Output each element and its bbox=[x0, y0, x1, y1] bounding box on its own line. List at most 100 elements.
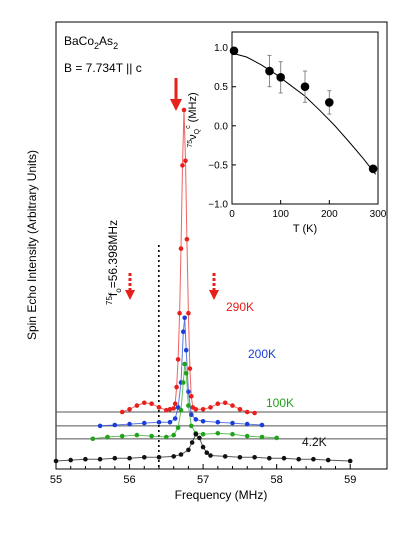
sample-label: BaCo2As2 bbox=[64, 34, 118, 51]
inset-data-point bbox=[300, 82, 310, 91]
data-point bbox=[83, 456, 88, 462]
data-point bbox=[177, 310, 182, 316]
series-290K bbox=[119, 107, 257, 416]
data-point bbox=[112, 422, 118, 428]
main-x-tick-label: 57 bbox=[197, 474, 209, 486]
data-point bbox=[186, 310, 191, 316]
data-point bbox=[149, 401, 154, 407]
data-point bbox=[208, 405, 213, 410]
ref-label-sub: o bbox=[114, 288, 123, 293]
data-point bbox=[222, 400, 228, 406]
data-point bbox=[230, 420, 235, 426]
data-point bbox=[171, 454, 176, 459]
data-point bbox=[230, 431, 235, 437]
data-point bbox=[156, 455, 162, 460]
data-point bbox=[175, 357, 181, 362]
data-point bbox=[164, 434, 169, 440]
data-point bbox=[193, 417, 199, 422]
peak-arrow bbox=[170, 78, 182, 111]
inset-points bbox=[229, 46, 378, 174]
inset-x-axis-label: T (K) bbox=[293, 223, 317, 235]
inset-y-tick-label: 1.0 bbox=[214, 43, 228, 54]
data-point bbox=[186, 447, 191, 453]
data-point bbox=[119, 433, 125, 439]
main-chart: 55 56 57 58 59 BaCo2As2 B = 7.734T || c 75fo… bbox=[25, 21, 388, 502]
inset-chart: 0 100 200 300 1.0 0.5 0.0 −0.5 −1.0 T (K) 75νQc… bbox=[185, 31, 387, 235]
data-point bbox=[68, 457, 73, 463]
inset-x-tick-label: 0 bbox=[229, 209, 235, 220]
inset-x-tick-label: 300 bbox=[370, 209, 387, 220]
data-point bbox=[171, 432, 176, 438]
sample-part-1: BaCo bbox=[64, 34, 94, 48]
data-point bbox=[181, 329, 186, 335]
inset-data-point bbox=[265, 66, 274, 76]
data-point bbox=[127, 421, 132, 427]
data-point bbox=[230, 403, 235, 408]
data-point bbox=[252, 410, 257, 416]
sample-sub-2: 2 bbox=[113, 41, 118, 51]
data-point bbox=[178, 407, 184, 413]
ref-label-sup: 75 bbox=[105, 296, 114, 305]
data-point bbox=[182, 315, 187, 321]
sample-part-2: As bbox=[99, 34, 113, 48]
inset-data-point bbox=[276, 73, 286, 82]
ref-label-rest: =56.398MHz bbox=[106, 220, 120, 288]
data-point bbox=[189, 394, 194, 399]
data-point bbox=[181, 380, 186, 385]
data-point bbox=[186, 389, 191, 395]
data-point bbox=[175, 425, 181, 431]
data-point bbox=[149, 433, 154, 439]
data-point bbox=[181, 107, 187, 113]
data-point bbox=[97, 456, 103, 462]
data-point bbox=[183, 158, 188, 164]
data-point bbox=[178, 452, 184, 457]
data-point bbox=[281, 455, 287, 461]
inset-x-tick-label: 100 bbox=[272, 209, 289, 220]
inset-y-axis-label: 75νQc (MHz) bbox=[185, 92, 201, 147]
inset-x-ticks: 0 100 200 300 bbox=[229, 200, 387, 220]
data-point bbox=[222, 454, 228, 459]
series-label-290K: 290K bbox=[226, 300, 254, 314]
data-point bbox=[244, 433, 250, 439]
main-plot-frame bbox=[55, 21, 388, 470]
data-point bbox=[105, 434, 110, 440]
data-point bbox=[208, 453, 213, 458]
inset-y-tick-label: −0.5 bbox=[208, 160, 228, 171]
satellite-arrow-left bbox=[125, 273, 135, 300]
data-point bbox=[174, 384, 179, 390]
data-point bbox=[171, 406, 176, 411]
main-y-axis-label: Spin Echo Intensity (Arbitrary Units) bbox=[25, 150, 39, 340]
data-point bbox=[311, 456, 316, 462]
data-point bbox=[215, 431, 221, 436]
data-point bbox=[193, 431, 199, 437]
main-x-tick-label: 56 bbox=[123, 474, 135, 486]
data-point bbox=[237, 407, 243, 412]
data-point bbox=[156, 405, 162, 410]
data-point bbox=[347, 458, 353, 464]
inset-ylabel-subsup: c bbox=[185, 125, 192, 129]
data-point bbox=[215, 419, 221, 425]
data-point bbox=[127, 407, 132, 412]
series-4.2K bbox=[53, 431, 353, 464]
data-point bbox=[187, 366, 193, 371]
data-point bbox=[134, 403, 140, 408]
inset-data-point bbox=[325, 98, 334, 107]
data-point bbox=[193, 407, 199, 412]
data-point bbox=[259, 434, 265, 440]
inset-data-point bbox=[229, 46, 239, 56]
data-point bbox=[189, 440, 195, 445]
data-point bbox=[142, 400, 147, 406]
data-point bbox=[296, 456, 302, 462]
data-point bbox=[274, 435, 280, 441]
reference-frequency-label: 75fo=56.398MHz bbox=[105, 220, 123, 305]
inset-y-tick-label: 0.5 bbox=[214, 82, 228, 93]
data-point bbox=[259, 422, 265, 428]
inset-data-point bbox=[368, 164, 378, 174]
series-200K bbox=[97, 315, 265, 429]
data-point bbox=[178, 246, 184, 251]
inset-ylabel-unit: (MHz) bbox=[187, 92, 199, 125]
main-x-tick-label: 59 bbox=[344, 474, 356, 486]
main-x-axis-label: Frequency (MHz) bbox=[175, 488, 268, 502]
data-point bbox=[180, 163, 185, 168]
